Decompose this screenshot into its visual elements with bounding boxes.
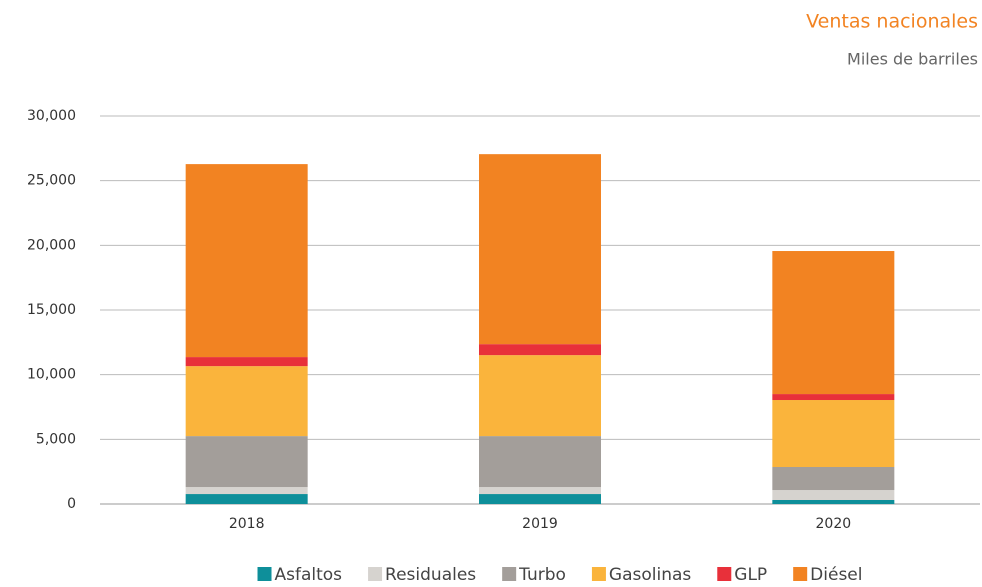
bar-segment [479, 154, 601, 345]
legend-swatch [717, 567, 732, 581]
y-tick-label: 5,000 [36, 431, 76, 447]
bar-segment [185, 487, 308, 495]
bar-segment [185, 357, 308, 367]
bar-segment [772, 394, 895, 401]
x-tick-label: 2020 [816, 516, 852, 532]
bar-segment [772, 467, 895, 491]
legend-swatch [368, 567, 383, 581]
bar-segment [479, 355, 601, 437]
bar-segment [772, 490, 895, 500]
bar-segment [772, 400, 895, 468]
bar-segment [772, 499, 895, 504]
bar-segment [479, 436, 601, 488]
legend-label: GLP [734, 565, 767, 585]
bar-segment [185, 494, 308, 504]
legend-label: Gasolinas [609, 565, 691, 585]
legend-swatch [257, 567, 272, 581]
legend-label: Turbo [518, 565, 566, 585]
legend-swatch [502, 567, 517, 581]
bar-segment [479, 494, 601, 504]
chart-title: Ventas nacionales [806, 11, 978, 33]
y-tick-label: 30,000 [27, 108, 76, 124]
legend-swatch [591, 567, 606, 581]
legend: Asfaltos Residuales Turbo Gasolinas GLP Diése… [257, 565, 862, 585]
y-tick-label: 10,000 [27, 367, 76, 383]
legend-label: Diésel [810, 565, 862, 585]
y-tick-label: 20,000 [27, 237, 76, 253]
bar-segment [479, 344, 601, 356]
legend-swatch [793, 567, 808, 581]
y-tick-label: 15,000 [27, 302, 76, 318]
bar-segment [185, 366, 308, 437]
legend-label: Asfaltos [275, 565, 343, 585]
y-tick-label: 0 [67, 496, 76, 512]
bar-segment [479, 487, 601, 495]
chart-subtitle: Miles de barriles [847, 50, 978, 69]
x-tick-label: 2018 [229, 516, 265, 532]
bar-segment [185, 436, 308, 488]
y-tick-label: 25,000 [27, 173, 76, 189]
bar-segment [185, 164, 308, 358]
x-tick-label: 2019 [522, 516, 558, 532]
bar-segment [772, 251, 895, 395]
legend-label: Residuales [385, 565, 476, 585]
